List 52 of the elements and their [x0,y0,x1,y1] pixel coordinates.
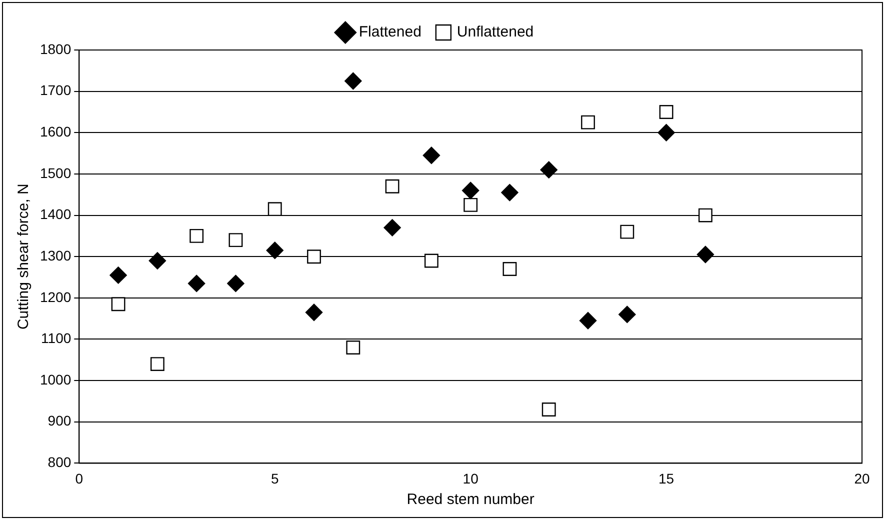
y-axis-title: Cutting shear force, N [15,184,32,330]
point [658,124,675,142]
point [148,252,166,270]
point [188,274,206,292]
y-tick-label: 900 [48,412,72,429]
point [422,146,440,164]
point [110,266,127,284]
y-tick-label: 1000 [40,371,72,388]
point [579,312,597,330]
point [227,274,244,292]
x-axis-title: Reed stem number [406,491,534,508]
y-tick-label: 1600 [40,124,72,140]
legend-label: Flattened [358,24,422,41]
point [190,228,204,243]
point [384,219,401,236]
point [502,262,517,276]
point [111,297,126,312]
y-tick-label: 1200 [40,288,72,305]
y-tick-label: 800 [48,454,72,470]
point [346,340,360,354]
point [424,254,438,268]
point [266,242,284,259]
y-tick-label: 1700 [40,82,72,98]
point [581,115,595,130]
point [307,250,321,264]
point [696,246,714,264]
point [659,105,674,119]
point [305,304,323,321]
point [462,182,480,200]
y-tick-label: 1300 [40,247,72,264]
point [698,208,712,222]
point [540,161,558,178]
point [344,72,362,90]
point [228,233,243,248]
y-tick-label: 1400 [40,206,72,222]
point [501,184,518,202]
y-tick-label: 1800 [40,40,72,57]
x-tick-label: 0 [75,470,84,486]
y-tick-label: 1100 [41,330,72,346]
point [464,198,478,212]
x-tick-label: 10 [462,470,479,486]
x-tick-label: 5 [270,470,279,486]
point [542,402,556,416]
x-tick-label: 20 [854,470,870,486]
y-tick-label: 1500 [40,164,72,181]
point [618,306,636,324]
x-tick-label: 15 [658,470,674,486]
legend-label: Unflattened [456,24,534,41]
point [385,179,400,194]
point [620,224,634,239]
point [268,202,282,216]
point [150,357,164,371]
